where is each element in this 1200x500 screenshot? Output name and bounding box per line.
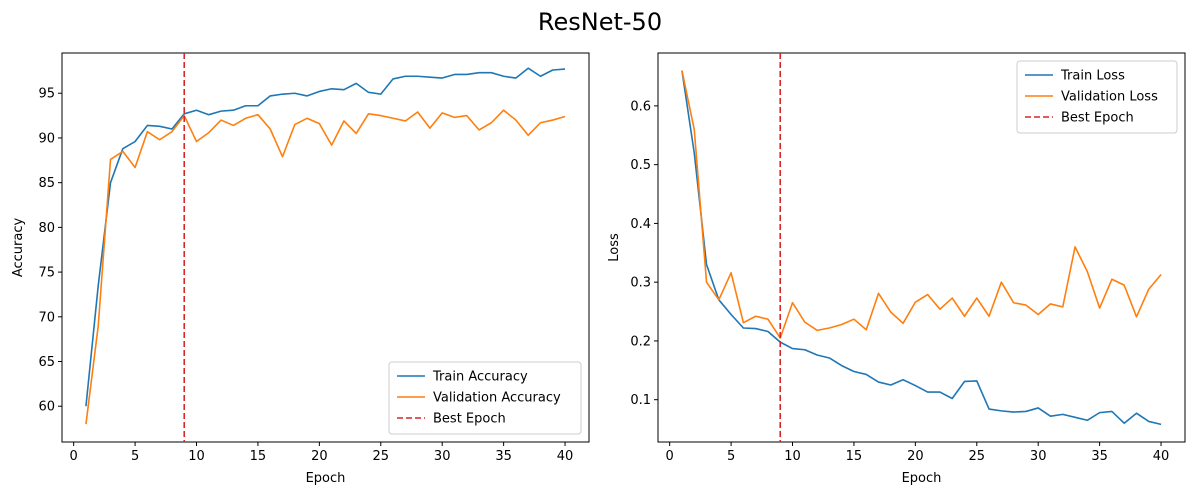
x-tick-label: 0 <box>70 449 78 464</box>
series-line-validation <box>681 70 1162 339</box>
x-tick-label: 5 <box>131 449 139 464</box>
accuracy-chart: 0 5 10 15 20 25 30 35 40 60 65 70 75 80 85 90 95 Epoch Acc… <box>11 52 590 486</box>
y-tick-label: 95 <box>38 87 55 102</box>
y-tick-label: 0.1 <box>630 393 651 408</box>
legend-label: Best Epoch <box>1061 111 1134 126</box>
y-tick-label: 80 <box>38 221 55 236</box>
plot-frame <box>657 52 1186 443</box>
x-tick-label: 30 <box>1030 449 1047 464</box>
y-tick-label: 0.5 <box>630 158 651 173</box>
x-tick-label: 15 <box>846 449 863 464</box>
x-tick-label: 20 <box>907 449 924 464</box>
legend-label: Validation Loss <box>1061 90 1158 105</box>
y-tick-label: 0.6 <box>630 99 651 114</box>
y-tick-label: 85 <box>38 176 55 191</box>
x-tick-label: 10 <box>188 449 205 464</box>
legend-label: Train Loss <box>1060 69 1125 84</box>
x-tick-label: 35 <box>1091 449 1108 464</box>
x-axis-label: Epoch <box>902 471 942 486</box>
figure-title: ResNet-50 <box>538 8 662 36</box>
y-axis-label: Accuracy <box>11 218 26 278</box>
legend-box <box>1016 60 1178 134</box>
x-tick-label: 25 <box>373 449 390 464</box>
y-tick-label: 75 <box>38 266 55 281</box>
y-tick-label: 90 <box>38 131 55 146</box>
y-tick-label: 60 <box>38 400 55 415</box>
x-tick-label: 30 <box>434 449 451 464</box>
x-tick-label: 35 <box>495 449 512 464</box>
y-axis-label: Loss <box>607 233 622 262</box>
series-line-validation <box>85 109 566 425</box>
series-line-train <box>681 70 1162 426</box>
x-tick-label: 5 <box>727 449 735 464</box>
plot-frame <box>61 52 590 443</box>
y-tick-label: 65 <box>38 355 55 370</box>
x-tick-label: 40 <box>1153 449 1170 464</box>
series-line-train <box>85 67 566 407</box>
legend-label: Validation Accuracy <box>433 391 561 406</box>
x-tick-label: 15 <box>250 449 267 464</box>
y-tick-label: 0.4 <box>630 217 651 232</box>
x-tick-label: 25 <box>969 449 986 464</box>
y-tick-label: 0.3 <box>630 276 651 291</box>
legend-label: Train Accuracy <box>432 370 528 385</box>
x-axis-label: Epoch <box>306 471 346 486</box>
x-tick-label: 0 <box>666 449 674 464</box>
legend-label: Best Epoch <box>433 412 506 427</box>
loss-chart: 0 5 10 15 20 25 30 35 40 0.1 0.2 0.3 0.4 0.5 0.6 Epoch L… <box>607 52 1186 486</box>
legend-box <box>388 361 582 435</box>
x-tick-label: 40 <box>557 449 574 464</box>
y-tick-label: 0.2 <box>630 334 651 349</box>
y-tick-label: 70 <box>38 310 55 325</box>
x-tick-label: 10 <box>784 449 801 464</box>
x-tick-label: 20 <box>311 449 328 464</box>
